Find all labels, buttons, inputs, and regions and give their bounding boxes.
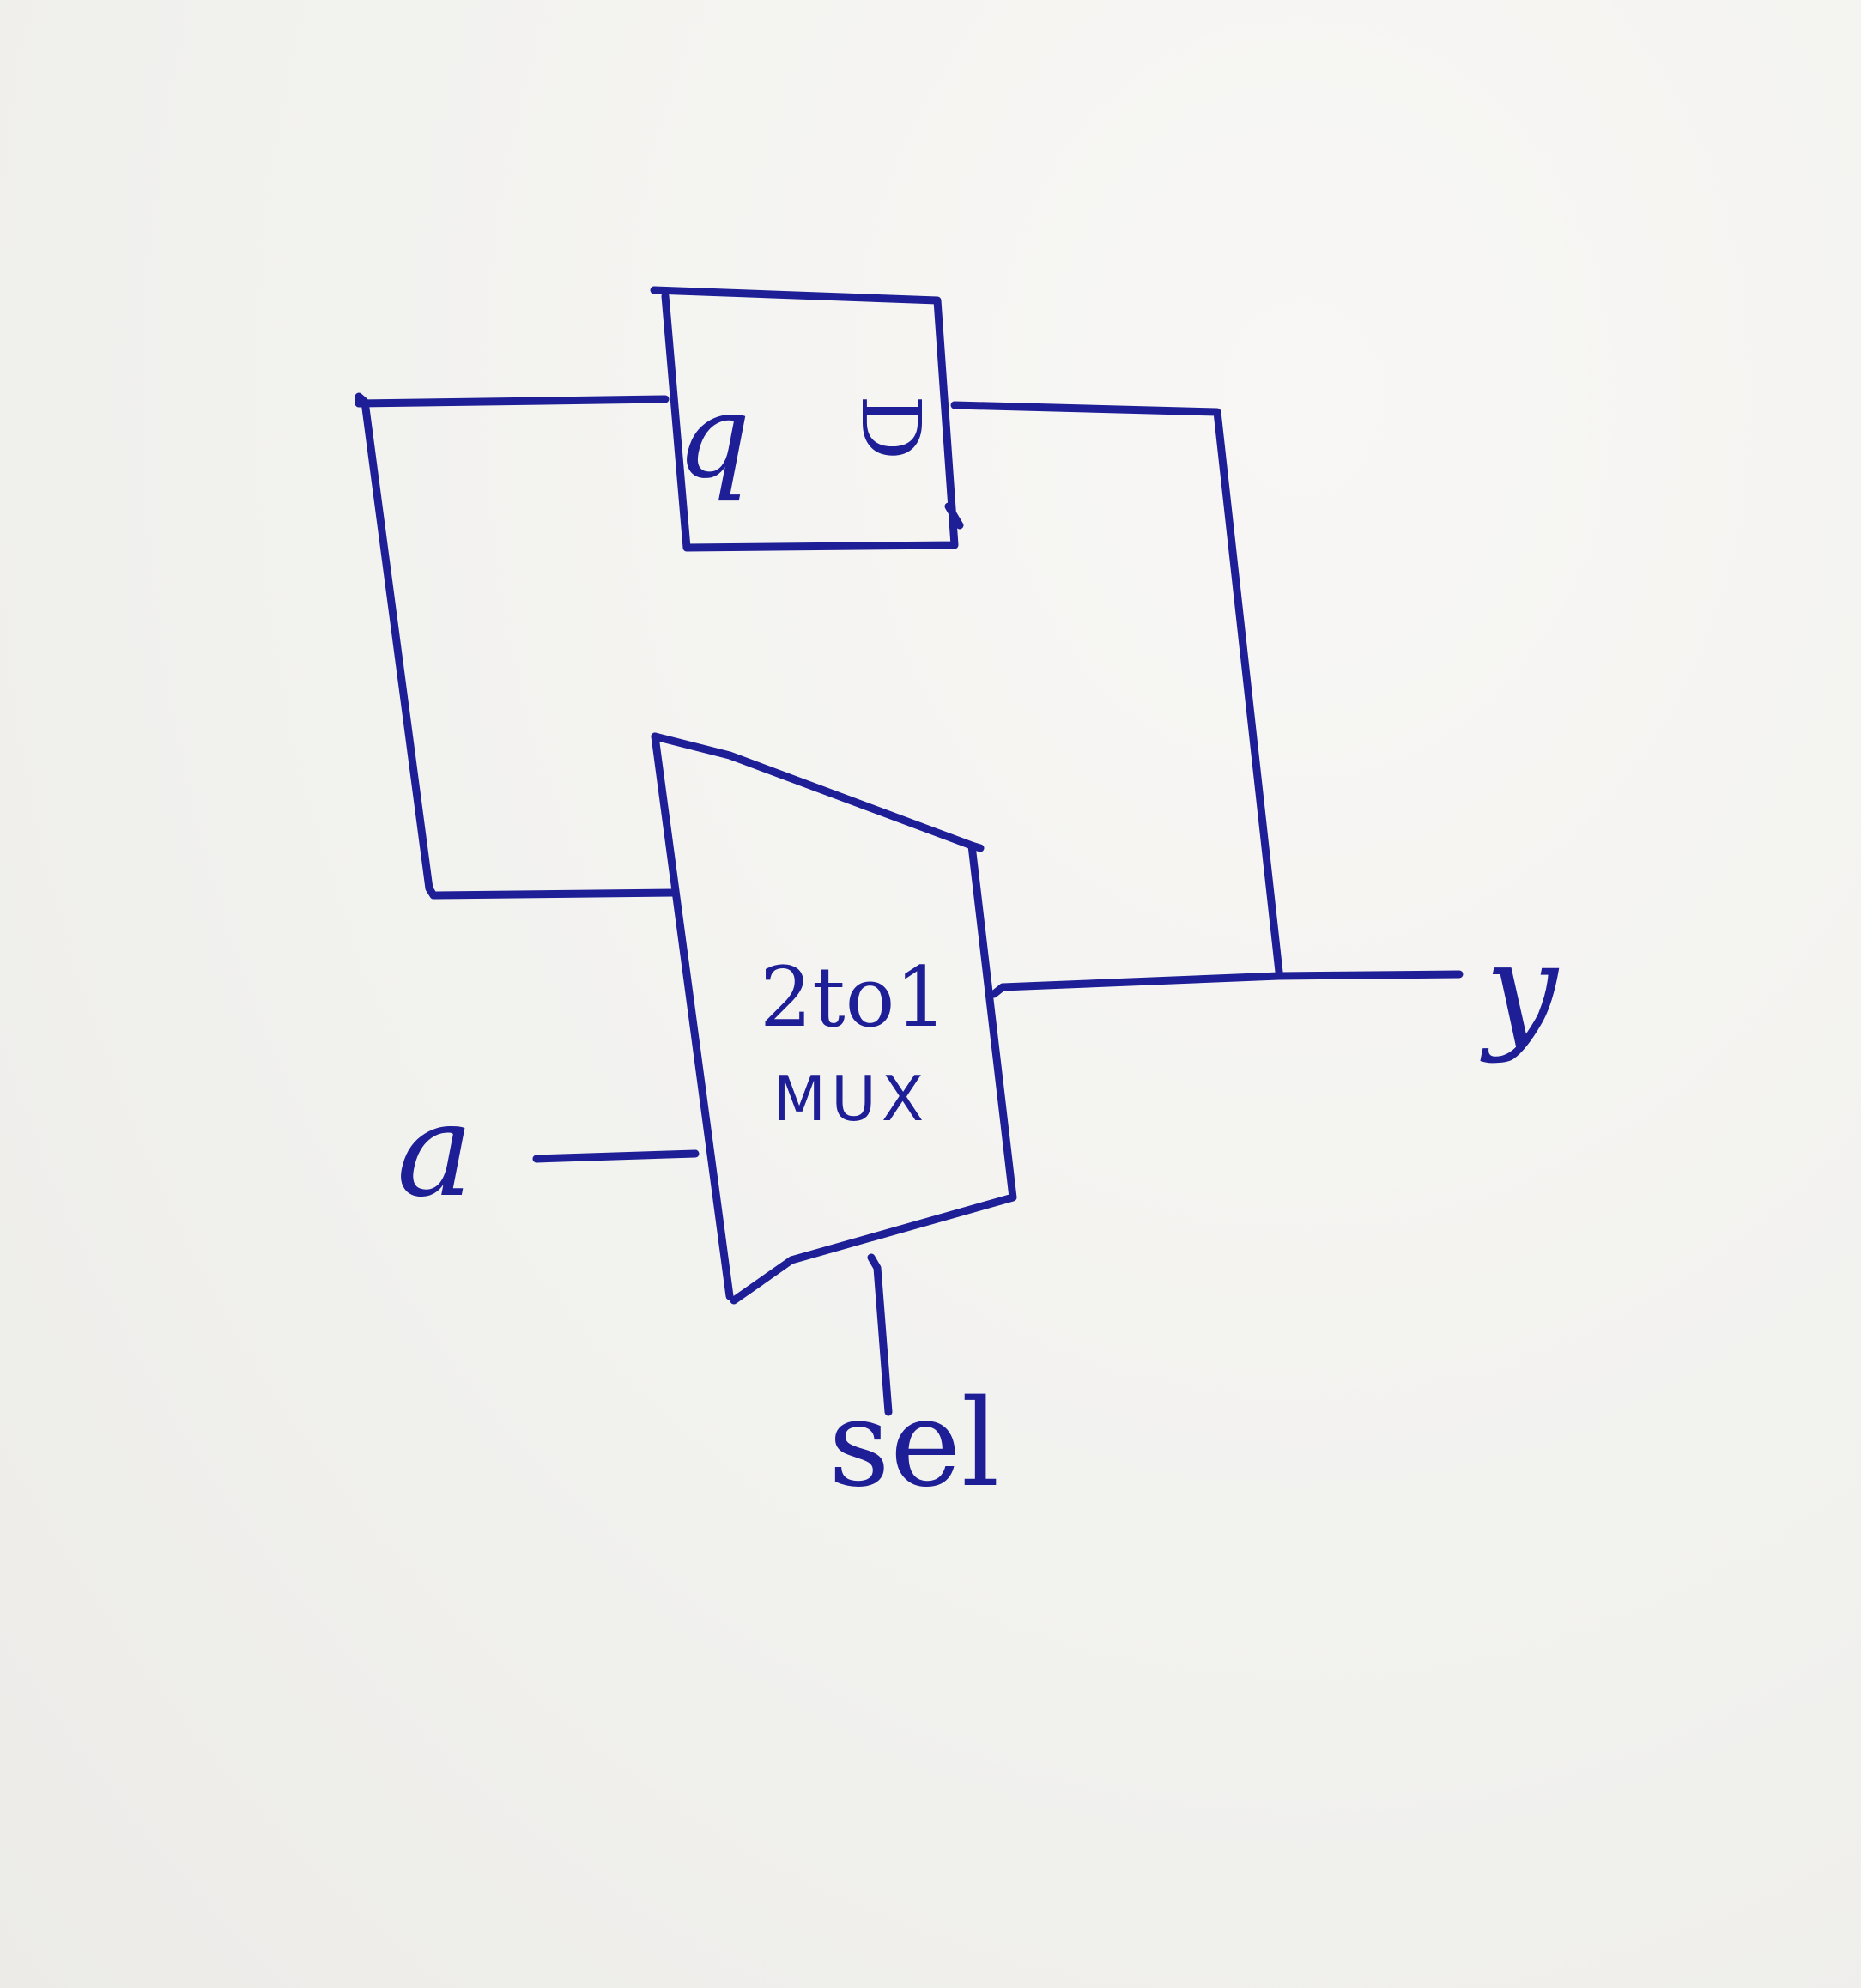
mux-left-edge xyxy=(651,732,734,1300)
mux-label-line1: 2to1 xyxy=(760,949,948,1046)
select-label: sel xyxy=(828,1374,999,1514)
input-a-wire xyxy=(532,1149,700,1163)
flipflop-d-label: D xyxy=(843,395,937,460)
select-wire xyxy=(867,1253,893,1416)
mux-label-line2: MUX xyxy=(773,1063,929,1135)
flipflop-box xyxy=(650,286,959,552)
input-a-label: a xyxy=(397,1076,473,1226)
mux-body xyxy=(651,732,1017,1305)
feedback-wire-left xyxy=(355,392,678,900)
flipflop-corner-tick xyxy=(944,502,964,530)
output-wire xyxy=(990,970,1464,998)
flipflop-q-label: q xyxy=(676,369,750,504)
d-input-wire xyxy=(950,401,1283,976)
output-y-label: y xyxy=(1480,916,1560,1065)
mux-right-top-tick xyxy=(967,841,985,852)
